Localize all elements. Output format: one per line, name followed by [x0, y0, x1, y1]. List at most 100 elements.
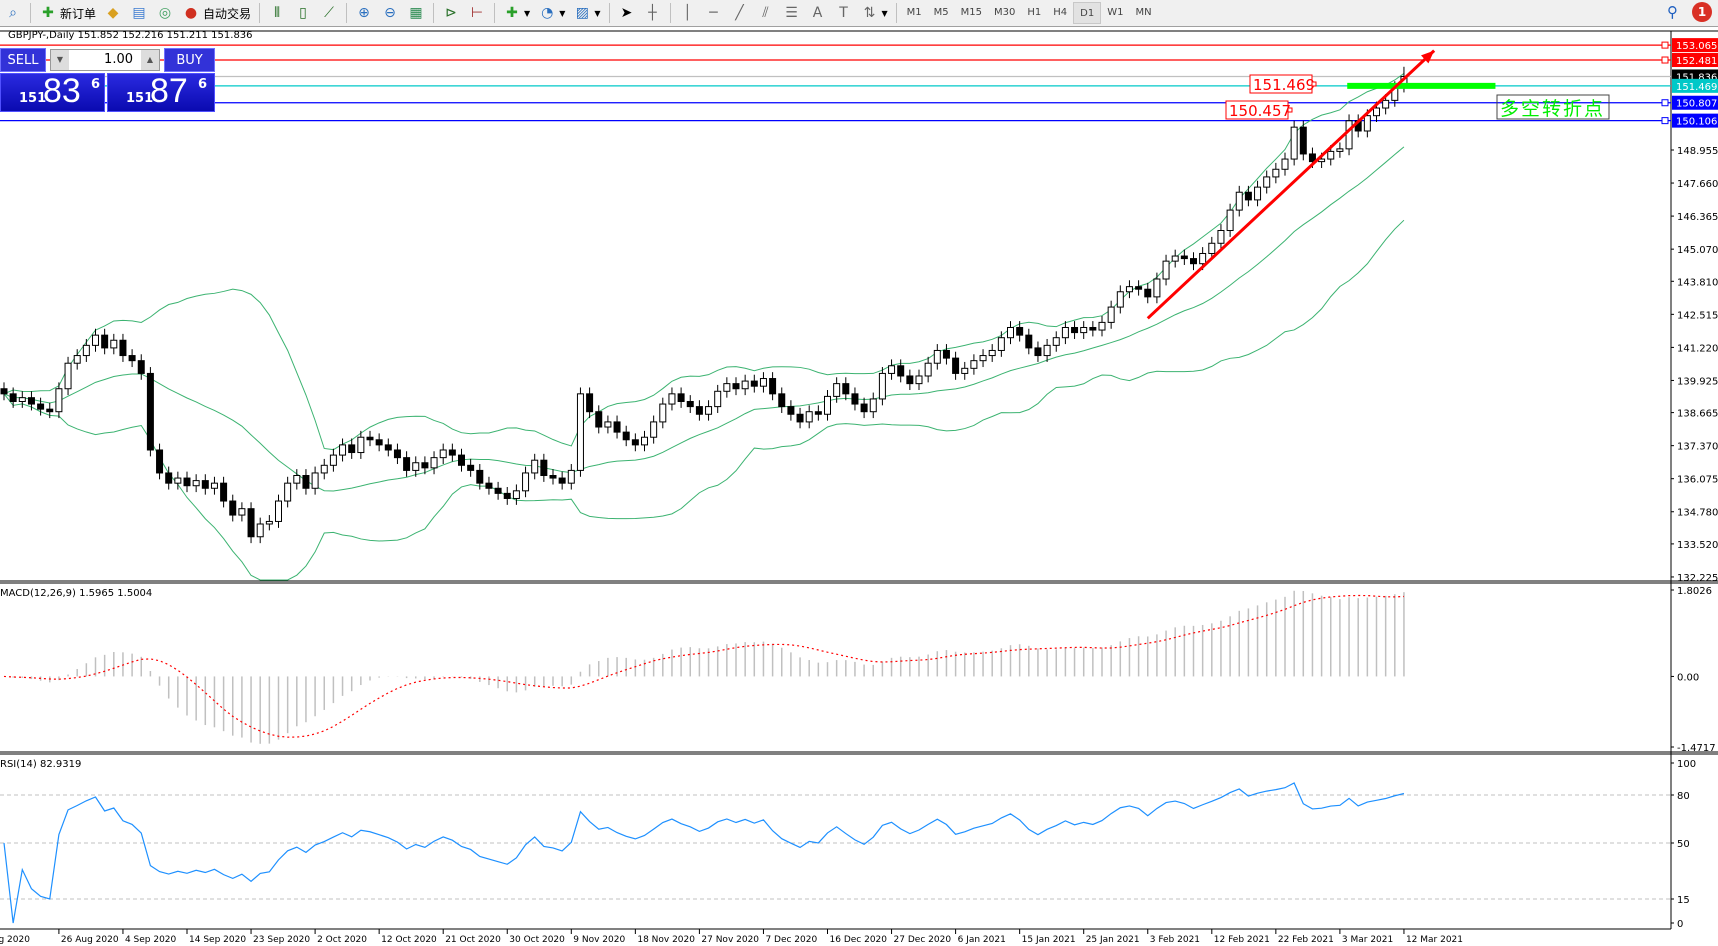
bear-candle: [220, 482, 228, 502]
bear-candle: [778, 393, 786, 408]
cursor-button[interactable]: ➤: [614, 1, 640, 25]
fibonacci-button[interactable]: ☰: [779, 1, 805, 25]
date-label: 27 Dec 2020: [894, 935, 952, 945]
bear-candle: [595, 411, 603, 428]
price-level-label: 152.481: [1676, 56, 1717, 67]
toolbar-divider: [259, 3, 261, 23]
date-label: 7 Dec 2020: [765, 935, 817, 945]
equidistant-channel-button[interactable]: ⫽: [753, 1, 779, 25]
price-tick-label: 141.220: [1677, 343, 1718, 354]
search-icon[interactable]: ⚲: [1667, 3, 1678, 21]
notification-badge[interactable]: 1: [1692, 2, 1712, 22]
toolbar-item-zoom[interactable]: ⌕: [0, 1, 26, 25]
level-handle: [1661, 56, 1669, 64]
clock-icon: ◔: [541, 5, 554, 21]
candlestick-button[interactable]: ▯: [290, 1, 316, 25]
indicators-button[interactable]: ✚ ▼: [499, 1, 534, 25]
date-label: 26 Aug 2020: [61, 935, 119, 945]
zoom-out-button[interactable]: ⊖: [377, 1, 403, 25]
macd-tick-label: 1.8026: [1677, 586, 1712, 597]
timeframe-m1[interactable]: M1: [906, 7, 922, 18]
bear-candle: [1135, 286, 1143, 290]
lots-increase-button[interactable]: ▲: [141, 50, 159, 70]
line-chart-button[interactable]: ⟋: [316, 1, 342, 25]
timeframe-m5[interactable]: M5: [933, 7, 949, 18]
data-window-button[interactable]: ▤: [126, 1, 152, 25]
buy-price[interactable]: 151 87 6: [107, 72, 215, 112]
bull-candle: [1107, 306, 1115, 323]
bollinger-middle-band: [3, 146, 1405, 492]
timeframe-m15[interactable]: M15: [960, 7, 983, 18]
bear-candle: [348, 444, 356, 454]
lots-input[interactable]: 1.00: [50, 49, 160, 71]
bear-candle: [1016, 326, 1024, 336]
zoom-chart-icon: ⌕: [9, 5, 17, 21]
price-level-label: 151.469: [1676, 82, 1717, 93]
market-watch-button[interactable]: ◆: [100, 1, 126, 25]
autoscroll-button[interactable]: ⊳: [438, 1, 464, 25]
bear-candle: [37, 403, 45, 410]
chart-shift-button[interactable]: ⊢: [464, 1, 490, 25]
price-level-badge: [1672, 78, 1718, 93]
channel-icon: ⫽: [762, 5, 769, 21]
price-tick-label: 146.365: [1677, 212, 1718, 223]
sell-button[interactable]: SELL: [0, 48, 46, 72]
macd-tick-label: -1.4717: [1677, 743, 1716, 754]
trendline-button[interactable]: ╱: [727, 1, 753, 25]
signals-button[interactable]: ◎: [152, 1, 178, 25]
horizontal-line-button[interactable]: ─: [701, 1, 727, 25]
new-order-button[interactable]: ✚ 新订单: [35, 1, 100, 25]
level-handle: [1661, 41, 1669, 49]
data-window-icon: ▤: [132, 5, 146, 21]
toolbar-divider: [608, 3, 610, 23]
chart-area[interactable]: 148.955 147.660 146.365 145.070 143.810 142.5…: [0, 27, 1718, 946]
timeframe-mn[interactable]: MN: [1135, 7, 1152, 18]
text-label-button[interactable]: T: [831, 1, 857, 25]
tile-windows-button[interactable]: ▦: [403, 1, 429, 25]
text-annotation: 多空转折点: [1500, 98, 1605, 120]
rsi-tick-label: 100: [1677, 759, 1696, 770]
bear-candle: [156, 449, 164, 474]
bull-candle: [512, 490, 520, 499]
sell-price[interactable]: 151 83 6: [0, 72, 105, 112]
date-label: 21 Oct 2020: [445, 935, 501, 945]
rsi-tick-label: 0: [1677, 919, 1683, 930]
arrows-button[interactable]: ⇅ ▼: [857, 1, 892, 25]
zoom-in-button[interactable]: ⊕: [351, 1, 377, 25]
bear-candle: [842, 383, 850, 395]
date-label: 3 Feb 2021: [1150, 935, 1200, 945]
crosshair-button[interactable]: ┼: [640, 1, 666, 25]
zoom-out-icon: ⊖: [384, 5, 396, 21]
lots-decrease-button[interactable]: ▼: [51, 50, 69, 70]
timeframe-h4[interactable]: H4: [1053, 7, 1068, 18]
timeframe-m30[interactable]: M30: [994, 7, 1016, 18]
auto-trading-button[interactable]: ● 自动交易: [178, 1, 255, 25]
tile-windows-icon: ▦: [409, 5, 423, 21]
bear-candle: [165, 472, 173, 484]
buy-price-prefix: 151: [126, 91, 154, 106]
auto-trading-label: 自动交易: [203, 6, 252, 21]
bull-candle: [192, 480, 200, 487]
bull-candle: [320, 464, 328, 474]
buy-button[interactable]: BUY: [164, 48, 215, 72]
timeframe-h1[interactable]: H1: [1027, 7, 1042, 18]
timeframe-d1[interactable]: D1: [1073, 2, 1102, 24]
bull-candle: [110, 339, 118, 349]
bear-candle: [549, 475, 557, 479]
date-label: 30 Oct 2020: [509, 935, 565, 945]
price-level-label: 151.836: [1676, 72, 1717, 83]
candlestick-icon: ▯: [299, 5, 307, 21]
price-tick-label: 132.225: [1677, 573, 1718, 584]
bear-candle: [695, 406, 703, 415]
vertical-line-button[interactable]: │: [675, 1, 701, 25]
bear-candle: [247, 508, 255, 538]
fibonacci-icon: ☰: [785, 5, 798, 21]
text-button[interactable]: A: [805, 1, 831, 25]
templates-button[interactable]: ▨ ▼: [569, 1, 604, 25]
bull-candle: [878, 372, 886, 400]
bear-candle: [476, 469, 484, 484]
bar-chart-button[interactable]: ⫴: [264, 1, 290, 25]
periods-button[interactable]: ◔ ▼: [534, 1, 569, 25]
date-label: 12 Mar 2021: [1406, 935, 1463, 945]
timeframe-w1[interactable]: W1: [1107, 7, 1124, 18]
